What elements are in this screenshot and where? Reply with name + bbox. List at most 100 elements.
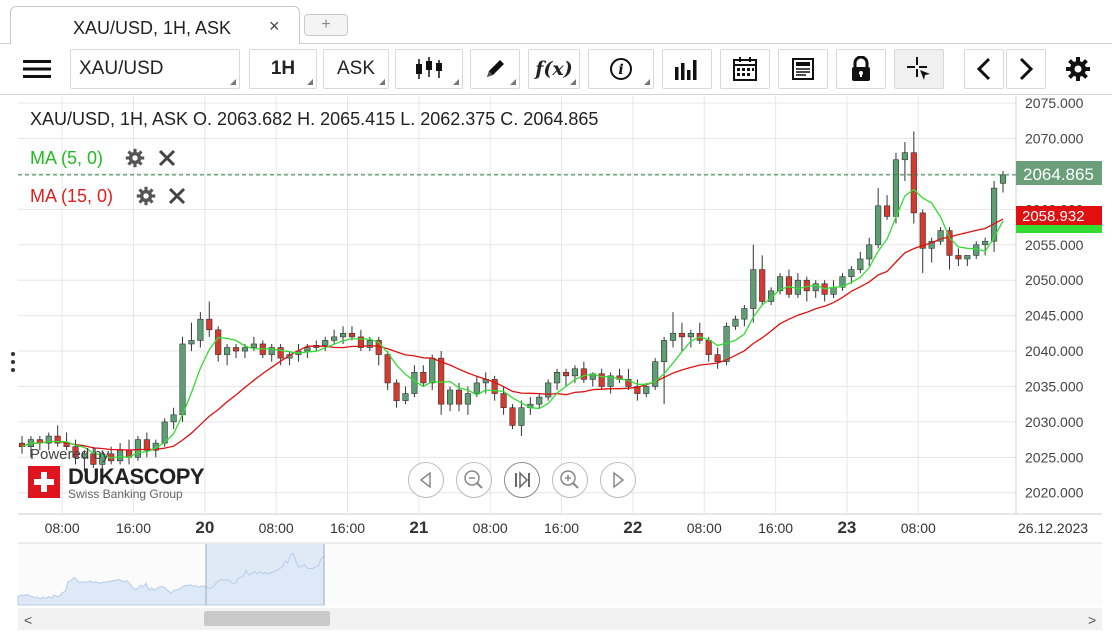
candle-body bbox=[72, 446, 79, 458]
candle-body bbox=[464, 393, 471, 405]
tab-close-icon[interactable]: × bbox=[269, 16, 280, 36]
candle bbox=[982, 237, 989, 256]
zoom-in-button[interactable] bbox=[552, 462, 588, 498]
candle-body bbox=[928, 240, 935, 249]
candle-body bbox=[366, 340, 373, 348]
pause-icon bbox=[515, 471, 530, 489]
candle bbox=[206, 301, 213, 337]
calendar-button[interactable] bbox=[720, 49, 770, 89]
new-tab-button[interactable]: + bbox=[304, 14, 348, 36]
candle-body bbox=[661, 340, 668, 362]
scroll-left-button[interactable] bbox=[964, 49, 1004, 89]
volume-bars-button[interactable] bbox=[662, 49, 712, 89]
time-tick-label: 08:00 bbox=[259, 520, 294, 536]
candle-body bbox=[892, 159, 900, 217]
time-tick-label: 22 bbox=[623, 518, 642, 537]
candle bbox=[188, 322, 195, 352]
ma5-settings-icon[interactable] bbox=[125, 148, 145, 168]
candle-body bbox=[669, 333, 677, 341]
candle-body bbox=[652, 361, 659, 387]
play-pause-button[interactable] bbox=[504, 462, 540, 498]
lock-icon bbox=[852, 56, 870, 81]
candle-body bbox=[705, 340, 712, 355]
panel-resize-handle[interactable] bbox=[10, 350, 16, 380]
ma15-settings-icon[interactable] bbox=[136, 186, 156, 206]
news-button[interactable] bbox=[778, 49, 828, 89]
scrollbar-left-arrow[interactable]: < bbox=[24, 612, 33, 628]
candle bbox=[768, 287, 775, 305]
side-select[interactable]: ASK bbox=[323, 49, 389, 89]
candle bbox=[732, 315, 739, 330]
info-icon: i bbox=[610, 58, 632, 80]
candle-body bbox=[455, 389, 463, 405]
period-select[interactable]: 1H bbox=[249, 49, 317, 89]
candle-body bbox=[714, 354, 721, 362]
ma15-price-tag: 2058.932 bbox=[1016, 206, 1102, 233]
candle-body bbox=[393, 382, 400, 401]
chart-type-button[interactable] bbox=[395, 49, 463, 89]
candle bbox=[491, 375, 498, 401]
candle bbox=[839, 273, 846, 291]
hamburger-icon bbox=[23, 60, 51, 78]
candle bbox=[661, 336, 668, 405]
zoom-out-button[interactable] bbox=[456, 462, 492, 498]
ma5-legend: MA (5, 0) bbox=[30, 148, 104, 168]
candle-body bbox=[473, 382, 480, 394]
horizontal-scrollbar[interactable] bbox=[18, 608, 1102, 630]
menu-button[interactable] bbox=[12, 49, 62, 89]
chart-tab[interactable]: XAU/USD, 1H, ASK × bbox=[10, 6, 300, 44]
time-tick-label: 20 bbox=[195, 518, 214, 537]
calendar-icon bbox=[733, 57, 757, 81]
ma5-remove-icon[interactable] bbox=[157, 148, 177, 168]
candle bbox=[420, 365, 427, 387]
candle bbox=[357, 329, 364, 352]
ohlc-legend: XAU/USD, 1H, ASK O. 2063.682 H. 2065.415… bbox=[30, 109, 599, 129]
candle-body bbox=[215, 329, 222, 355]
candle bbox=[90, 446, 97, 468]
candle bbox=[99, 450, 106, 472]
candle bbox=[393, 379, 400, 408]
candle-body bbox=[732, 318, 739, 327]
scroll-back-button[interactable] bbox=[408, 462, 444, 498]
candle-body bbox=[250, 343, 257, 348]
candle-body bbox=[206, 318, 213, 331]
chart-area[interactable]: 2075.0002070.0002065.0002060.0002055.000… bbox=[0, 96, 1112, 636]
function-icon: f(x) bbox=[535, 58, 573, 80]
price-chart[interactable]: 2075.0002070.0002065.0002060.0002055.000… bbox=[0, 96, 1112, 636]
instrument-value: XAU/USD bbox=[79, 58, 164, 79]
candle-body bbox=[429, 357, 436, 384]
lock-button[interactable] bbox=[836, 49, 886, 89]
candle bbox=[848, 266, 855, 284]
candle bbox=[883, 195, 891, 220]
scroll-right-button[interactable] bbox=[1006, 49, 1046, 89]
candle bbox=[901, 142, 908, 182]
candle bbox=[598, 368, 605, 391]
candle-body bbox=[447, 389, 454, 405]
candle bbox=[402, 386, 409, 405]
candle-body bbox=[866, 244, 873, 260]
candle-body bbox=[518, 407, 525, 426]
candle-body bbox=[562, 372, 570, 377]
indicators-button[interactable]: f(x) bbox=[528, 49, 580, 89]
scrollbar-thumb[interactable] bbox=[204, 611, 330, 626]
candle bbox=[910, 131, 917, 224]
scrollbar-right-arrow[interactable]: > bbox=[1088, 612, 1097, 628]
navigator[interactable] bbox=[17, 542, 1102, 606]
drawing-tools-button[interactable] bbox=[470, 49, 520, 89]
candle-body bbox=[687, 333, 694, 338]
candle-body bbox=[509, 407, 516, 426]
settings-button[interactable] bbox=[1056, 49, 1100, 89]
candle-body bbox=[134, 439, 142, 458]
candle-body bbox=[348, 333, 356, 338]
info-button[interactable]: i bbox=[588, 49, 654, 89]
instrument-select[interactable]: XAU/USD bbox=[70, 49, 240, 89]
scroll-forward-button[interactable] bbox=[600, 462, 636, 498]
current-price-tag: 2064.865 bbox=[1016, 161, 1102, 185]
candle-body bbox=[81, 453, 88, 458]
crosshair-button[interactable] bbox=[894, 49, 944, 89]
candle-body bbox=[919, 212, 926, 249]
candle-body bbox=[45, 435, 52, 444]
candle-body bbox=[224, 347, 231, 355]
ma15-remove-icon[interactable] bbox=[167, 186, 187, 206]
candle-body bbox=[946, 230, 953, 256]
